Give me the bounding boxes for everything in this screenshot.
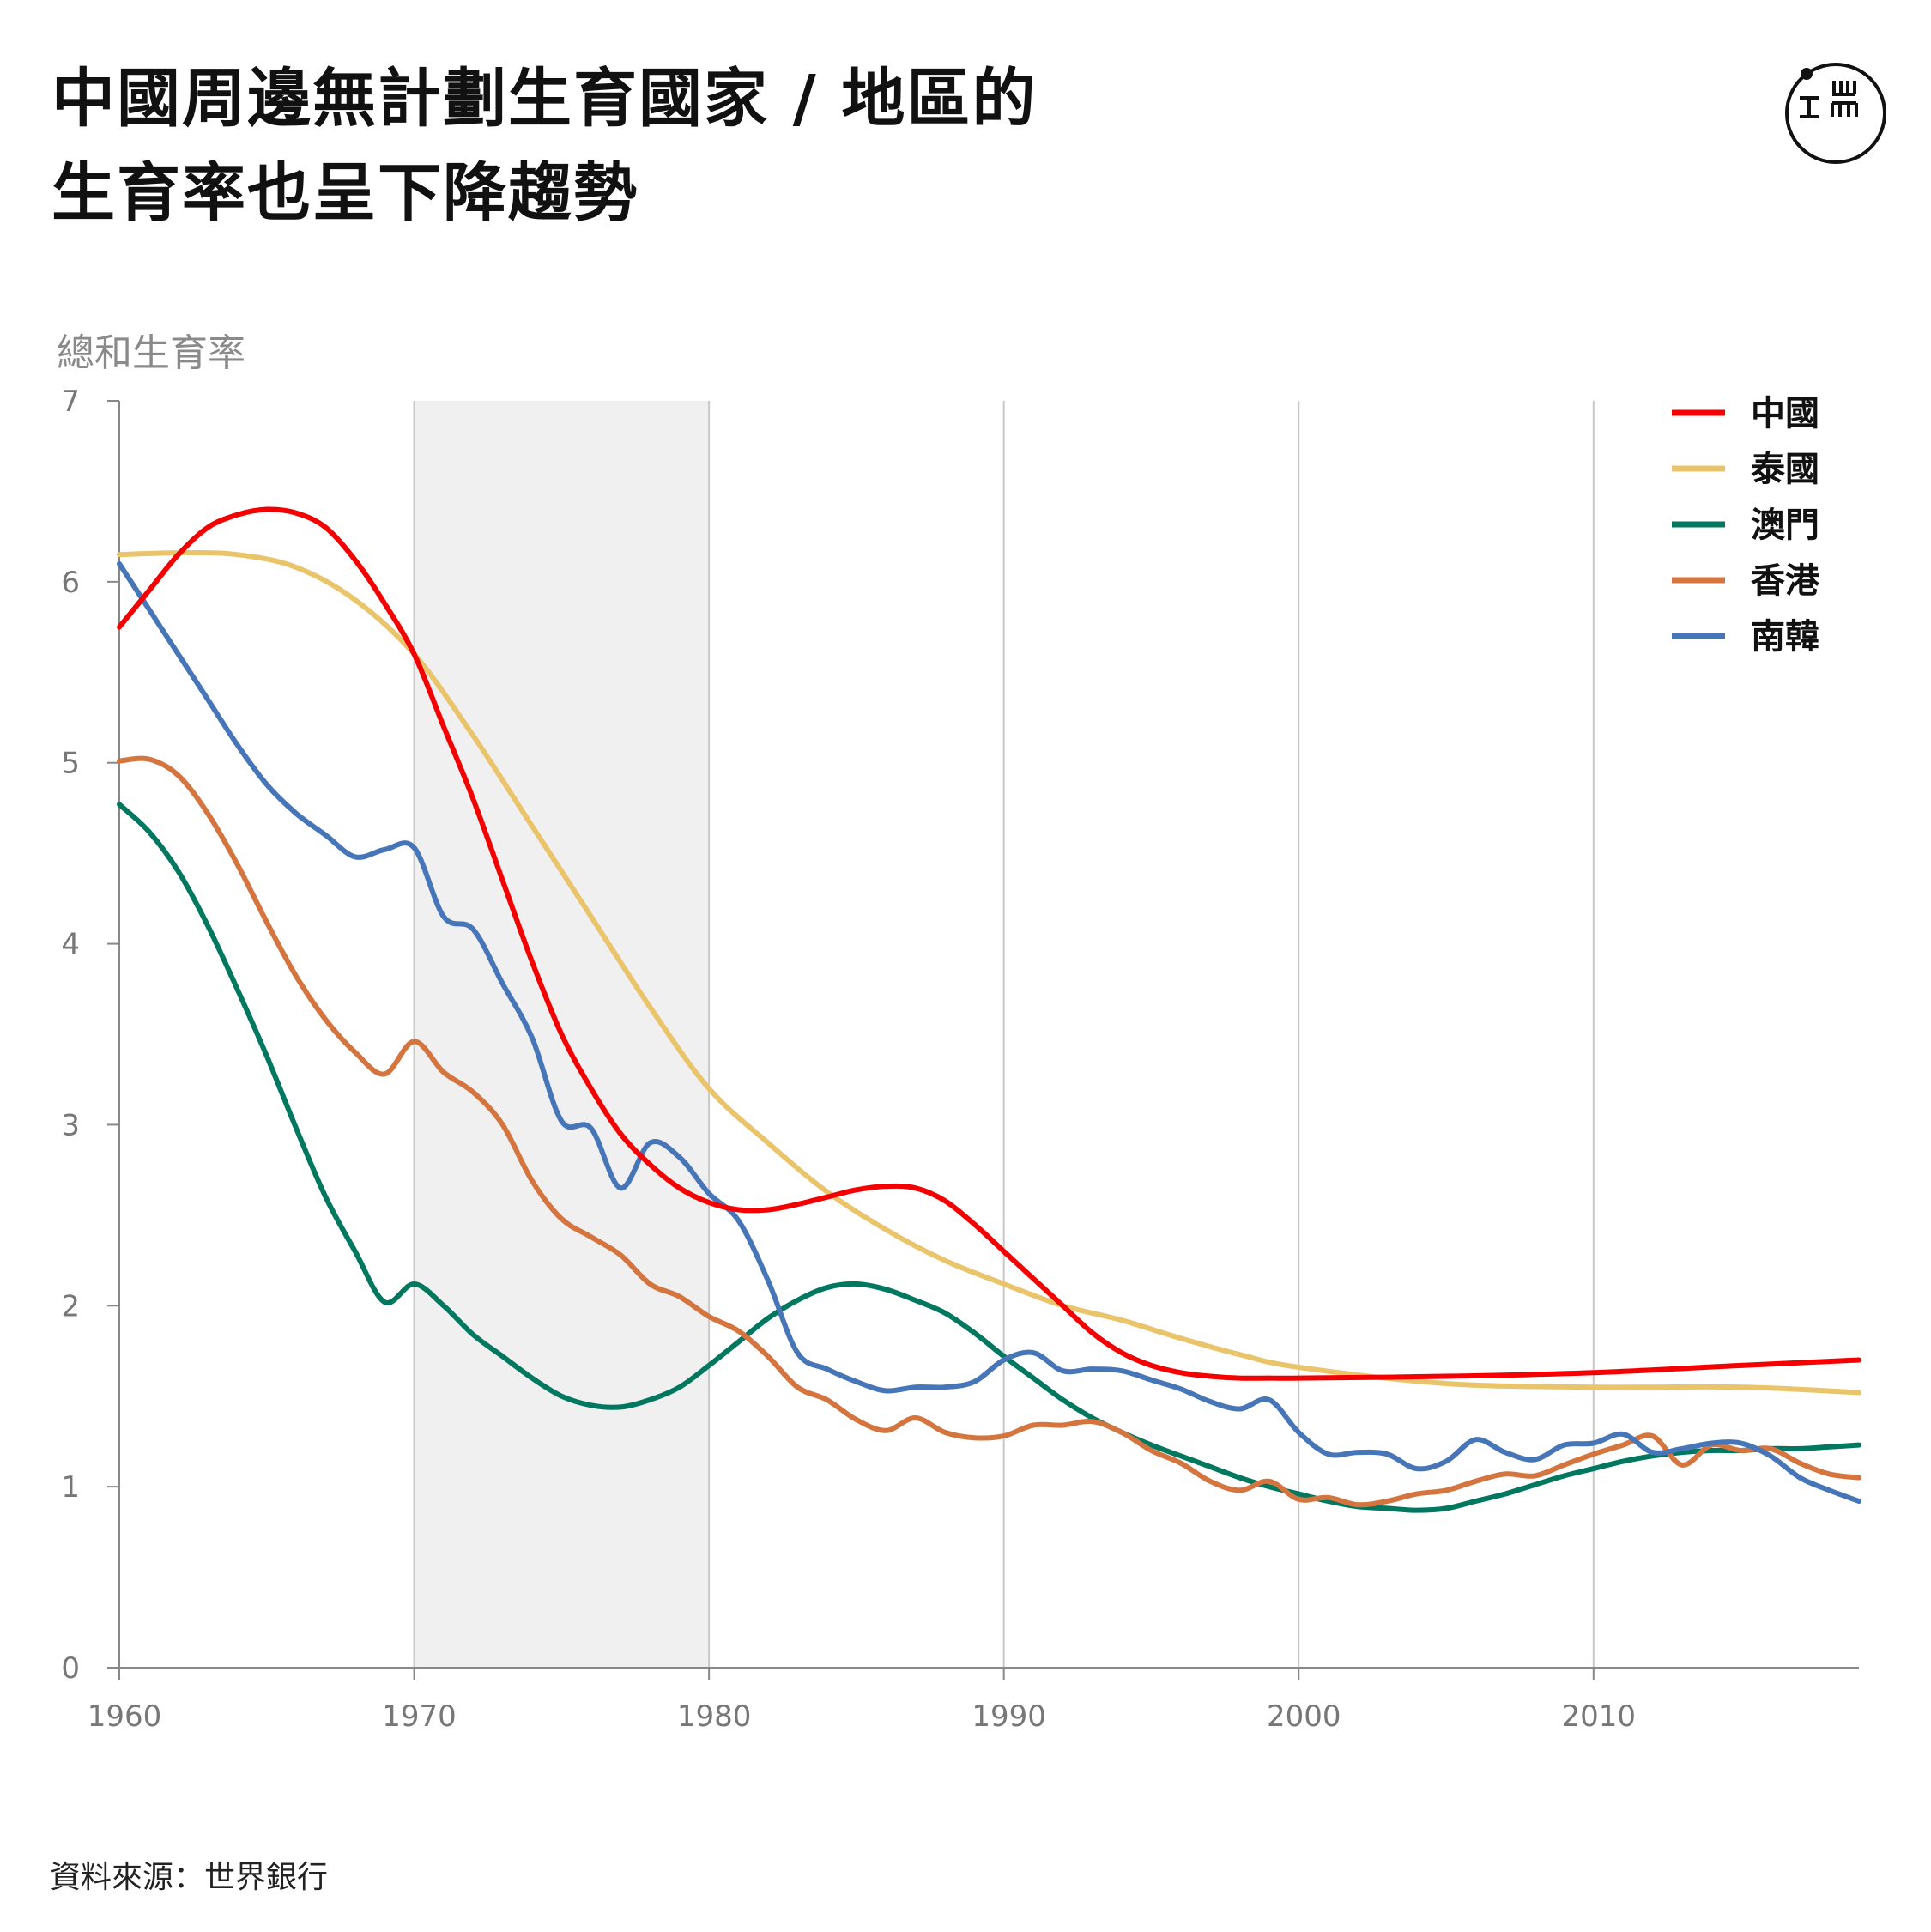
y-tick-label-3: 3 bbox=[61, 1108, 80, 1142]
y-tick-label-2: 2 bbox=[61, 1289, 80, 1323]
legend-label-1: 泰國 bbox=[1751, 450, 1819, 489]
y-tick-label-0: 0 bbox=[61, 1651, 80, 1686]
series-line-2 bbox=[117, 802, 1861, 1513]
x-tick-label-1970: 1970 bbox=[382, 1699, 457, 1734]
series-line-4 bbox=[117, 560, 1861, 1504]
title-line-2: 生育率也呈下降趨勢 bbox=[51, 156, 639, 230]
x-tick-label-1980: 1980 bbox=[677, 1699, 752, 1734]
x-tick-label-1990: 1990 bbox=[972, 1699, 1046, 1734]
legend-label-2: 澳門 bbox=[1751, 506, 1819, 545]
series-line-1 bbox=[117, 550, 1861, 1396]
series-line-3 bbox=[117, 755, 1861, 1508]
legend-label-0: 中國 bbox=[1751, 394, 1819, 433]
y-tick-label-4: 4 bbox=[61, 928, 80, 962]
y-tick-label-7: 7 bbox=[61, 385, 80, 419]
x-tick-label-1960: 1960 bbox=[88, 1699, 162, 1734]
y-axis-label: 總和生育率 bbox=[57, 331, 245, 375]
source-note: 資料來源：世界銀行 bbox=[50, 1860, 329, 1895]
x-tick-label-2000: 2000 bbox=[1267, 1699, 1341, 1734]
legend-label-3: 香港 bbox=[1751, 561, 1820, 601]
legend-label-4: 南韓 bbox=[1751, 617, 1819, 657]
x-tick-label-2010: 2010 bbox=[1562, 1699, 1637, 1734]
initium-logo-icon bbox=[1785, 63, 1886, 164]
chart-title: 中國周邊無計劃生育國家 / 地區的 生育率也呈下降趨勢 bbox=[51, 51, 1038, 240]
series-line-0 bbox=[117, 506, 1861, 1381]
y-tick-label-6: 6 bbox=[61, 566, 80, 600]
y-tick-label-5: 5 bbox=[61, 747, 80, 781]
y-tick-label-1: 1 bbox=[61, 1470, 80, 1505]
title-line-1: 中國周邊無計劃生育國家 / 地區的 bbox=[51, 62, 1038, 136]
